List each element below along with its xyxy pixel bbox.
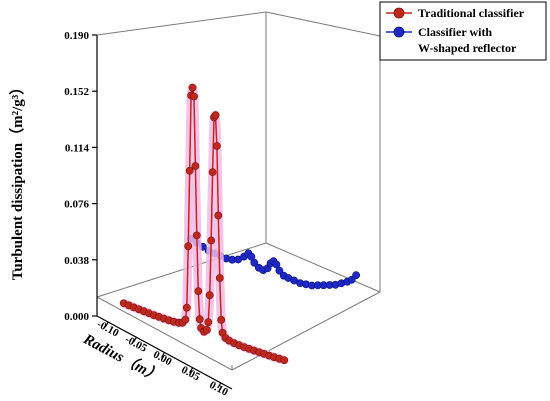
point-traditional [207,236,216,245]
point-traditional [188,83,197,92]
back-bottom-edge [96,242,267,298]
legend-entry-traditional: Traditional classifier [386,6,525,20]
right-bottom-edge [265,242,381,293]
point-traditional [194,287,203,295]
y-tick-label: 0.038 [64,255,89,267]
y-ticks: 0.000 0.038 0.076 0.114 0.152 0.190 [64,30,97,323]
x-tick-label: 0.05 [179,364,202,384]
point-traditional [280,356,289,365]
legend-marker-w-shaped [393,26,405,38]
point-w-shaped [250,258,259,267]
point-traditional [204,318,213,327]
point-traditional [181,315,190,324]
series-traditional-glow [122,83,286,365]
point-w-shaped [275,266,284,275]
point-traditional [202,326,211,334]
y-tick-label: 0.000 [64,311,89,323]
back-top-edge [96,11,267,36]
y-tick-label: 0.076 [64,199,89,211]
x-tick-mark [160,352,166,358]
x-tick-mark [132,336,137,343]
y-tick-label: 0.152 [64,86,89,98]
point-traditional [195,315,204,324]
legend-marker-traditional [393,7,405,19]
point-traditional [190,92,198,101]
point-w-shaped [272,260,281,269]
y-tick-label: 0.114 [65,142,90,154]
x-tick-mark [217,382,222,389]
point-traditional [191,162,200,170]
point-traditional [182,303,191,312]
series-traditional [119,83,289,365]
plot-box [96,11,381,371]
legend-label-w-shaped-line1: Classifier with [418,25,492,39]
legend-entry-w-shaped: Classifier with W-shaped reflector [386,25,517,55]
legend-label-traditional: Traditional classifier [418,6,525,20]
right-top-edge [265,11,381,37]
point-traditional [217,315,226,324]
point-traditional [212,142,221,150]
legend-label-w-shaped-line2: W-shaped reflector [418,41,517,55]
point-traditional [211,111,220,120]
point-traditional [205,291,214,300]
y-axis-title: Turbulent dissipation（m²/g³） [8,80,26,281]
floor-front-edge [96,296,233,371]
floor-right-edge [231,291,381,371]
series-layer [119,83,360,365]
point-traditional [185,166,194,175]
x-tick-label: 0.10 [207,379,230,399]
x-tick-mark [189,367,194,374]
legend-box [379,1,547,61]
x-tick-label: 0.00 [151,349,174,369]
point-traditional [215,274,224,282]
point-w-shaped [352,271,360,280]
point-traditional [184,242,193,251]
legend: Traditional classifier Classifier with W… [379,1,547,61]
point-traditional [214,211,223,220]
point-traditional [192,231,201,240]
point-traditional [208,168,217,176]
x-tick-mark [104,321,109,328]
y-tick-label: 0.190 [64,30,89,42]
